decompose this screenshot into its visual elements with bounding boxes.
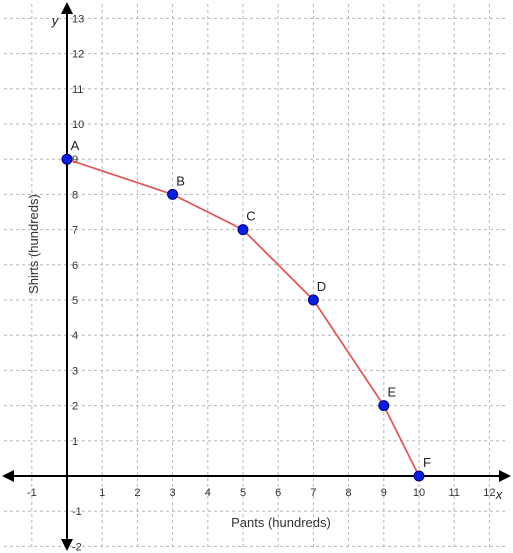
x-axis-arrow-right [499, 470, 511, 482]
y-axis-letter: y [51, 13, 60, 28]
y-tick-label: 5 [72, 295, 78, 307]
x-tick-label: 3 [170, 487, 176, 499]
y-tick-label: 11 [72, 84, 83, 96]
y-tick-label: -2 [72, 541, 82, 553]
y-tick-label: 7 [72, 225, 78, 237]
x-axis-arrow-left [2, 470, 14, 482]
y-tick-label: -1 [72, 506, 82, 518]
data-point-e [378, 400, 390, 412]
x-tick-label: -1 [27, 487, 37, 499]
point-label-a: A [71, 138, 80, 153]
data-point-a [61, 153, 73, 165]
y-tick-label: 10 [72, 119, 84, 131]
point-label-b: B [176, 173, 185, 188]
x-tick-label: 1 [99, 487, 105, 499]
x-tick-label: 4 [205, 487, 211, 499]
y-axis-arrow-bottom [61, 539, 73, 551]
x-tick-label: 5 [240, 487, 246, 499]
data-point-f [413, 470, 425, 482]
y-axis-arrow-top [61, 2, 73, 14]
y-tick-label: 2 [72, 401, 78, 413]
y-tick-label: 9 [72, 154, 78, 166]
y-tick-label: 4 [72, 330, 78, 342]
y-axis-label: Shirts (hundreds) [26, 194, 41, 294]
point-label-e: E [387, 385, 396, 400]
point-label-d: D [317, 279, 326, 294]
x-axis-letter: x [495, 487, 503, 502]
y-tick-label: 3 [72, 365, 78, 377]
x-tick-label: 7 [310, 487, 316, 499]
x-axis-label: Pants (hundreds) [231, 515, 331, 530]
x-tick-label: 9 [381, 487, 387, 499]
series-path [66, 158, 420, 477]
y-tick-label: 6 [72, 260, 78, 272]
series-line [66, 158, 420, 477]
x-tick-label: 2 [134, 487, 140, 499]
x-tick-label: 8 [346, 487, 352, 499]
data-points: A B C D E F [61, 138, 431, 482]
y-tick-label: 8 [72, 189, 78, 201]
point-label-f: F [423, 455, 431, 470]
y-tick-label: 12 [72, 49, 84, 61]
x-tick-label: 11 [448, 487, 459, 499]
data-point-c [237, 224, 249, 236]
data-point-d [307, 294, 319, 306]
y-tick-label: 1 [72, 436, 78, 448]
x-tick-label: 12 [483, 487, 495, 499]
point-label-c: C [246, 209, 255, 224]
data-point-b [167, 188, 179, 200]
x-tick-label: 6 [275, 487, 281, 499]
x-tick-label: 10 [413, 487, 425, 499]
y-tick-label: 13 [72, 13, 84, 25]
grid [4, 4, 505, 548]
